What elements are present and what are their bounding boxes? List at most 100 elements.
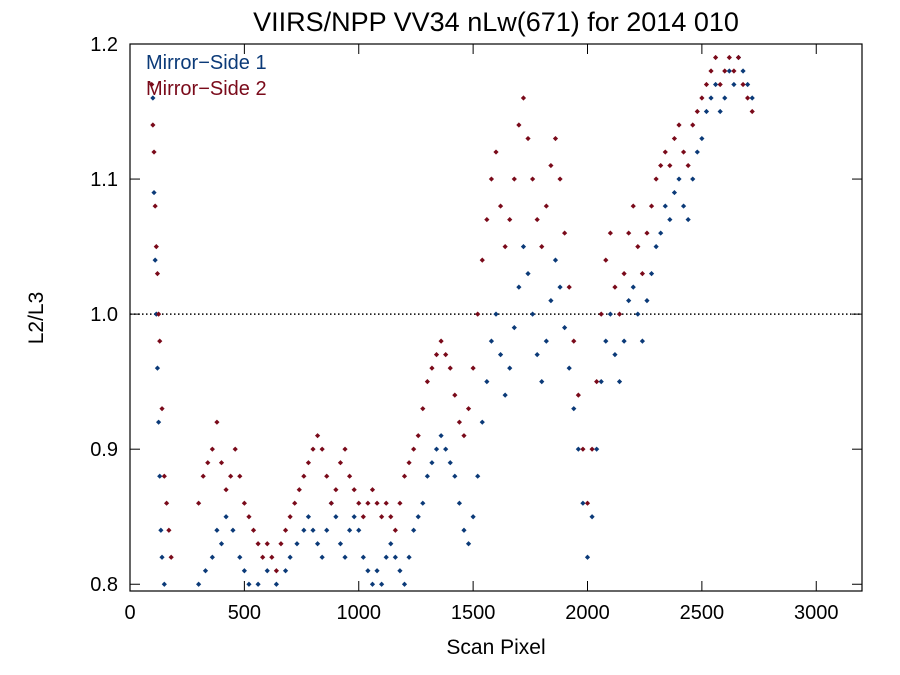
data-point	[699, 95, 705, 101]
data-point	[388, 514, 394, 520]
data-point	[621, 271, 627, 277]
data-point	[644, 298, 650, 304]
data-point	[333, 487, 339, 493]
data-point	[314, 433, 321, 439]
legend: Mirror−Side 1 Mirror−Side 2	[146, 52, 267, 100]
data-point	[159, 554, 165, 560]
data-point	[356, 527, 362, 533]
data-point	[150, 95, 156, 101]
data-point	[717, 81, 723, 88]
data-point	[296, 487, 302, 493]
data-point	[571, 338, 577, 344]
x-tick-label: 2500	[680, 602, 725, 624]
data-point	[292, 500, 298, 506]
data-point	[644, 230, 650, 236]
data-point	[392, 527, 398, 533]
data-point	[699, 135, 705, 142]
data-point	[282, 527, 289, 533]
data-point	[662, 149, 668, 155]
data-point	[635, 243, 641, 250]
data-point	[690, 122, 696, 128]
data-point	[452, 392, 458, 398]
data-point	[667, 162, 673, 169]
data-point	[264, 541, 270, 547]
data-point	[612, 284, 618, 290]
data-point	[369, 581, 376, 587]
data-point	[205, 460, 211, 466]
data-point	[324, 527, 330, 533]
data-point	[708, 68, 714, 74]
y-tick-label: 0.8	[90, 574, 118, 596]
data-point	[516, 122, 522, 128]
data-point	[310, 446, 316, 452]
data-point	[301, 473, 307, 479]
data-point	[151, 189, 157, 196]
data-point	[424, 473, 430, 479]
data-point	[347, 473, 353, 479]
data-point	[154, 365, 161, 371]
data-point	[347, 527, 353, 533]
data-point	[575, 392, 581, 398]
data-point	[153, 243, 159, 250]
data-point	[594, 379, 600, 385]
data-point	[630, 284, 636, 290]
data-point	[694, 108, 700, 115]
data-point	[722, 68, 728, 74]
data-point	[708, 95, 714, 101]
data-point	[676, 176, 682, 182]
data-point	[360, 554, 366, 560]
data-point	[516, 284, 522, 290]
data-point	[324, 473, 330, 479]
data-point	[635, 311, 641, 317]
data-point	[305, 460, 312, 466]
data-point	[502, 392, 508, 398]
data-point	[246, 514, 252, 520]
data-point	[255, 541, 261, 547]
data-point	[653, 243, 659, 250]
data-point	[168, 554, 174, 560]
data-point	[680, 149, 687, 155]
data-point	[232, 446, 238, 452]
data-point	[301, 527, 307, 533]
data-point	[479, 419, 485, 425]
data-point	[548, 298, 554, 304]
data-point	[196, 581, 202, 587]
data-point	[401, 473, 408, 479]
data-point	[260, 554, 266, 560]
data-point	[475, 473, 481, 479]
x-tick-label: 3000	[794, 602, 839, 624]
data-point	[228, 473, 234, 479]
data-point	[488, 176, 495, 182]
data-point	[456, 500, 462, 506]
data-point	[294, 541, 300, 547]
data-point	[351, 487, 357, 493]
data-point	[218, 460, 225, 466]
data-point	[626, 298, 632, 304]
data-point	[305, 514, 312, 520]
data-point	[703, 108, 710, 115]
data-point	[342, 446, 348, 452]
data-point	[543, 338, 549, 344]
data-point	[214, 527, 220, 533]
data-point	[447, 365, 453, 371]
data-point	[552, 135, 559, 142]
data-point	[539, 379, 545, 385]
data-point	[443, 352, 449, 358]
data-point	[369, 487, 376, 493]
data-point	[365, 568, 371, 574]
data-point	[411, 446, 417, 452]
data-point	[420, 406, 426, 412]
data-point	[584, 554, 591, 560]
data-point	[287, 514, 293, 520]
data-point	[465, 406, 472, 412]
data-point	[406, 554, 412, 560]
data-point	[562, 230, 568, 236]
data-point	[530, 176, 536, 182]
data-point	[264, 568, 270, 574]
series-1	[150, 54, 755, 587]
data-point	[713, 81, 719, 88]
data-point	[731, 81, 737, 88]
data-point	[749, 108, 755, 115]
data-point	[557, 284, 563, 290]
plot-frame	[129, 43, 863, 592]
